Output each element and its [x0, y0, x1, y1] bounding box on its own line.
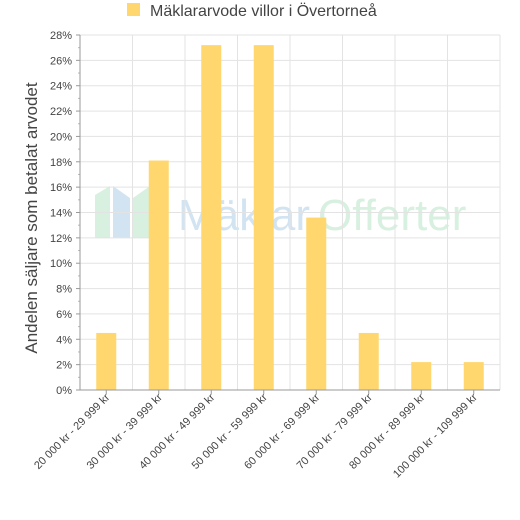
y-tick-label: 20%: [50, 131, 72, 143]
legend-label: Mäklararvode villor i Övertorneå: [150, 2, 377, 20]
y-tick-labels: 0% 2% 4% 6% 8% 10% 12% 14% 16% 18% 20% 22% 24% 26% 28%: [50, 30, 72, 397]
legend[interactable]: Mäklararvode villor i Övertorneå: [127, 2, 377, 20]
y-tick-label: 12%: [50, 233, 72, 245]
bar[interactable]: [201, 45, 222, 391]
y-tick-label: 8%: [56, 284, 72, 296]
bar[interactable]: [411, 362, 432, 390]
y-tick-label: 10%: [50, 258, 72, 270]
legend-swatch: [127, 3, 140, 16]
x-tick-label: 100 000 kr - 109 999 kr: [391, 391, 480, 480]
bar[interactable]: [148, 160, 169, 390]
bar[interactable]: [358, 332, 379, 390]
y-tick-label: 24%: [50, 81, 72, 93]
y-tick-label: 28%: [50, 30, 72, 42]
y-tick-label: 18%: [50, 157, 72, 169]
y-tick-label: 0%: [56, 385, 72, 397]
bars: [96, 45, 484, 391]
y-tick-label: 26%: [50, 55, 72, 67]
y-tick-label: 2%: [56, 360, 72, 372]
y-tick-label: 6%: [56, 309, 72, 321]
bar[interactable]: [306, 217, 327, 390]
y-tick-label: 22%: [50, 106, 72, 118]
bar[interactable]: [96, 332, 117, 390]
y-tick-label: 14%: [50, 208, 72, 220]
axes: [76, 34, 500, 394]
watermark-text-part2: Offerter: [318, 191, 466, 240]
bar[interactable]: [463, 362, 484, 390]
y-axis-label: Andelen säljare som betalat arvodet: [22, 82, 41, 353]
gridlines: [79, 34, 501, 391]
watermark-text-part1: Mäklar: [178, 191, 310, 240]
y-tick-label: 16%: [50, 182, 72, 194]
y-tick-label: 4%: [56, 334, 72, 346]
bar[interactable]: [253, 45, 274, 391]
